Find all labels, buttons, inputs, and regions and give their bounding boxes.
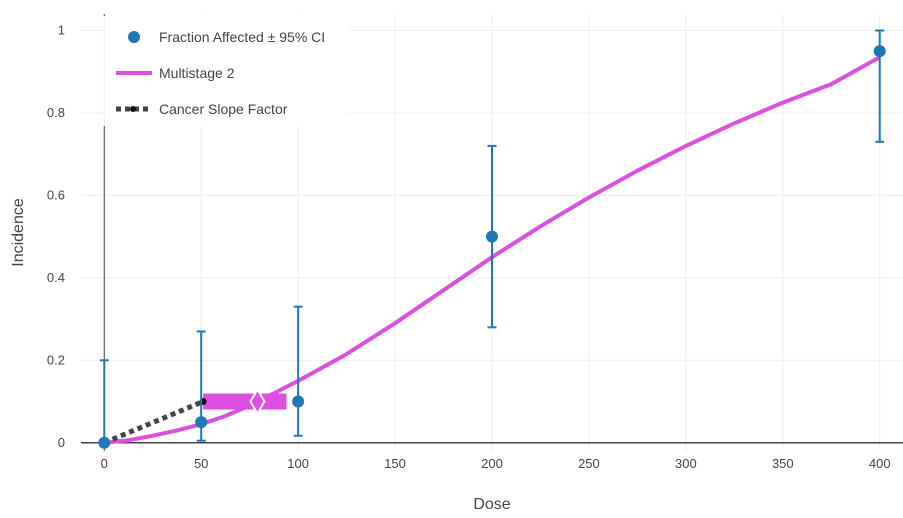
y-tick-label: 0.2 xyxy=(47,352,65,367)
x-tick-label: 150 xyxy=(384,456,406,471)
y-tick-label: 0.8 xyxy=(47,105,65,120)
legend-item-fraction-affected[interactable]: Fraction Affected ± 95% CI xyxy=(128,29,325,45)
x-tick-label: 300 xyxy=(675,456,697,471)
y-tick-label: 0 xyxy=(58,435,65,450)
data-point xyxy=(873,45,886,58)
legend-marker-fraction-affected xyxy=(128,31,140,43)
x-tick-label: 250 xyxy=(578,456,600,471)
legend-marker-dot-cancer-slope-factor xyxy=(130,106,136,112)
legend[interactable]: Fraction Affected ± 95% CI Multistage 2 … xyxy=(103,16,349,126)
x-axis-title: Dose xyxy=(473,496,510,513)
x-tick-label: 350 xyxy=(772,456,794,471)
data-point xyxy=(98,436,111,449)
x-tick-label: 0 xyxy=(101,456,108,471)
data-point xyxy=(292,395,305,408)
legend-label-fraction-affected: Fraction Affected ± 95% CI xyxy=(159,29,325,45)
y-tick-label: 0.4 xyxy=(47,270,65,285)
x-tick-label: 200 xyxy=(481,456,503,471)
tick-labels: 0 50 100 150 200 250 300 350 400 0 0.2 0.4 0.6 0.8 1 xyxy=(47,22,891,471)
legend-item-multistage-2[interactable]: Multistage 2 xyxy=(116,65,235,81)
multistage-2-line xyxy=(104,55,881,445)
legend-item-cancer-slope-factor[interactable]: Cancer Slope Factor xyxy=(116,101,288,117)
bmd-interval-bar xyxy=(203,393,287,410)
data-point xyxy=(195,416,208,429)
legend-label-cancer-slope-factor: Cancer Slope Factor xyxy=(159,101,288,117)
plot-area xyxy=(98,29,886,449)
y-axis-title: Incidence xyxy=(10,198,27,267)
data-point xyxy=(486,230,498,243)
x-tick-label: 100 xyxy=(287,456,309,471)
legend-label-multistage-2: Multistage 2 xyxy=(159,65,235,81)
y-tick-label: 1 xyxy=(58,22,65,37)
y-tick-label: 0.6 xyxy=(47,187,65,202)
x-tick-label: 400 xyxy=(869,456,891,471)
x-tick-label: 50 xyxy=(194,456,208,471)
bmd-estimate-marker xyxy=(249,387,266,416)
